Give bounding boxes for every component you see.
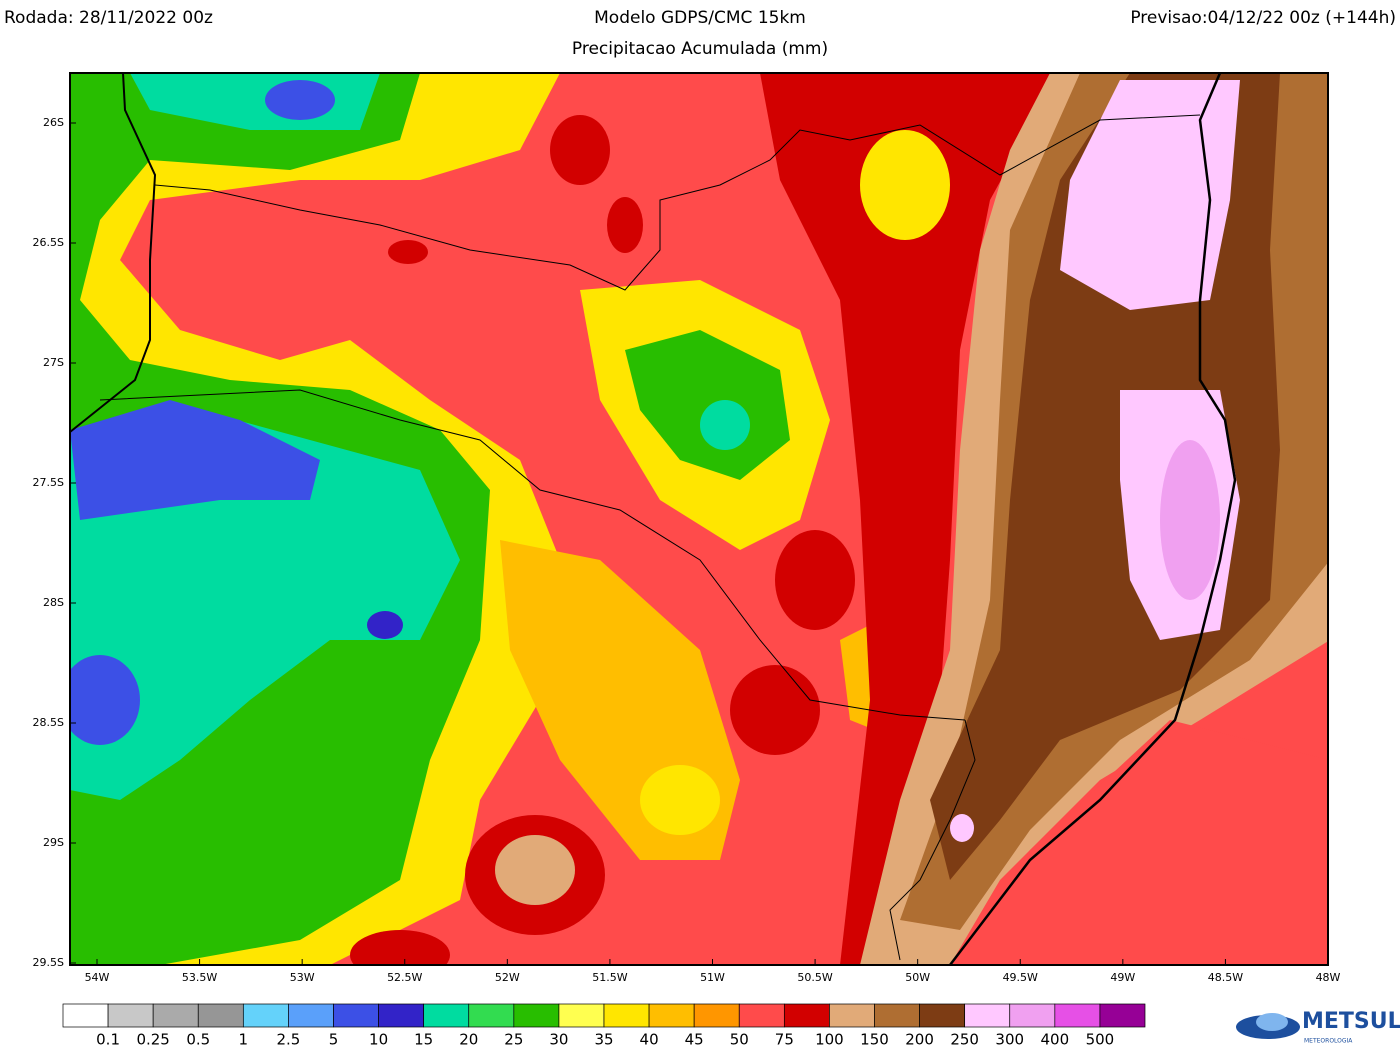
colorbar-box: [513, 1003, 560, 1028]
colorbar-label: 0.1: [96, 1031, 120, 1049]
lat-label: 29.5S: [33, 956, 64, 969]
lon-label: 52.5W: [387, 971, 422, 984]
colorbar-label: 250: [950, 1031, 979, 1049]
colorbar-label: 10: [369, 1031, 388, 1049]
colorbar-box: [1009, 1003, 1056, 1028]
lon-label: 48W: [1316, 971, 1341, 984]
colorbar-box: [197, 1003, 244, 1028]
model-label: Modelo GDPS/CMC 15km: [594, 8, 806, 28]
colorbar-label: 0.25: [136, 1031, 169, 1049]
precip-field: [70, 73, 1328, 965]
colorbar-box: [693, 1003, 740, 1028]
lon-label: 53W: [290, 971, 315, 984]
colorbar-box: [874, 1003, 920, 1028]
colorbar-box: [152, 1003, 199, 1028]
lon-label: 51W: [700, 971, 725, 984]
colorbar-box: [423, 1003, 470, 1028]
colorbar-box: [919, 1003, 966, 1028]
colorbar-box: [829, 1003, 875, 1028]
lon-label: 48.5W: [1208, 971, 1243, 984]
logo-tagline: METEOROLOGIA: [1304, 1038, 1353, 1045]
lat-label: 26S: [43, 116, 64, 129]
colorbar-label: 2.5: [276, 1031, 300, 1049]
colorbar-box: [964, 1003, 1011, 1028]
lon-label: 50W: [905, 971, 930, 984]
colorbar-label: 100: [815, 1031, 844, 1049]
colorbar-box: [333, 1003, 379, 1028]
lat-label: 28.5S: [33, 716, 64, 729]
colorbar-box: [107, 1003, 154, 1028]
colorbar-label: 35: [594, 1031, 613, 1049]
axes: 26S 26.5S 27S 27.5S 28S 28.5S 29S 29.5S 54W 53.5W…: [33, 116, 1341, 984]
lon-label: 51.5W: [592, 971, 627, 984]
colorbar-label: 15: [414, 1031, 433, 1049]
lon-label: 49W: [1110, 971, 1135, 984]
logo: METSUL METEOROLOGIA: [1236, 1009, 1400, 1045]
colorbar-label: 25: [504, 1031, 523, 1049]
lon-label: 54W: [85, 971, 110, 984]
colorbar-label: 5: [329, 1031, 339, 1049]
lat-label: 27.5S: [33, 476, 64, 489]
colorbar-label: 1: [239, 1031, 249, 1049]
subtitle: Precipitacao Acumulada (mm): [572, 39, 828, 59]
colorbar-label: 0.5: [186, 1031, 210, 1049]
borders: [69, 72, 1237, 966]
colorbar-label: 150: [860, 1031, 889, 1049]
colorbar-label: 300: [995, 1031, 1024, 1049]
lon-label: 50.5W: [797, 971, 832, 984]
colorbar-label: 200: [905, 1031, 934, 1049]
map-frame: [69, 72, 1329, 966]
lat-label: 28S: [43, 596, 64, 609]
lat-label: 27S: [43, 356, 64, 369]
colorbar-label: 45: [685, 1031, 704, 1049]
lon-label: 49.5W: [1003, 971, 1038, 984]
lon-label: 52W: [495, 971, 520, 984]
colorbar-box: [1054, 1003, 1101, 1028]
lon-label: 53.5W: [182, 971, 217, 984]
colorbar-box: [603, 1003, 650, 1028]
colorbar-label: 500: [1086, 1031, 1115, 1049]
colorbar-box: [558, 1003, 605, 1028]
colorbar-box: [468, 1003, 515, 1028]
colorbar-box: [1099, 1003, 1146, 1028]
colorbar-box: [648, 1003, 695, 1028]
lat-label: 26.5S: [33, 236, 64, 249]
colorbar-label: 50: [730, 1031, 749, 1049]
colorbar-box: [62, 1003, 109, 1028]
colorbar-box: [378, 1003, 425, 1028]
colorbar-label: 40: [640, 1031, 659, 1049]
run-label: Rodada: 28/11/2022 00z: [4, 8, 213, 28]
logo-name: METSUL: [1302, 1009, 1400, 1034]
forecast-label: Previsao:04/12/22 00z (+144h): [1130, 8, 1396, 28]
colorbar-label: 20: [459, 1031, 478, 1049]
lat-label: 29S: [43, 836, 64, 849]
colorbar-box: [242, 1003, 289, 1028]
colorbar-label: 400: [1041, 1031, 1070, 1049]
colorbar-box: [783, 1003, 830, 1028]
colorbar-label: 30: [549, 1031, 568, 1049]
colorbar-box: [288, 1003, 334, 1028]
colorbar-label: 75: [775, 1031, 794, 1049]
colorbar-box: [738, 1003, 785, 1028]
colorbar: 0.1 0.25 0.5 1 2.5 5 10 15 20 25 30 35 40 45 50 75 100 15…: [62, 1003, 1146, 1049]
